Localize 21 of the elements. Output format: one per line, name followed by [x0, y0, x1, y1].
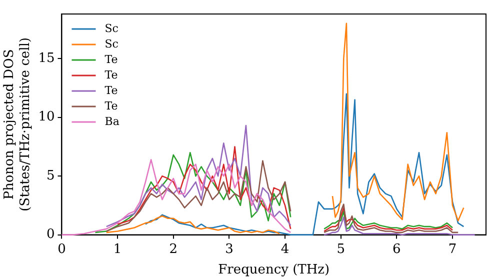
x-tick-label: 0 — [58, 242, 66, 257]
x-tick-label: 4 — [280, 242, 290, 257]
y-tick-label: 0 — [46, 227, 55, 242]
y-tick-label: 10 — [38, 110, 55, 125]
legend-label: Te — [104, 52, 118, 66]
x-tick-label: 3 — [225, 242, 234, 257]
x-axis-title: Frequency (THz) — [218, 262, 330, 278]
x-tick-label: 7 — [448, 242, 457, 257]
legend-label: Te — [104, 84, 118, 97]
legend-label: Te — [104, 99, 118, 112]
legend-label: Sc — [104, 37, 118, 50]
x-tick-label: 1 — [113, 242, 122, 257]
y-tick-label: 5 — [46, 168, 55, 184]
x-tick-label: 5 — [336, 242, 345, 257]
legend-label: Te — [104, 68, 118, 82]
y-tick-label: 15 — [38, 51, 55, 66]
x-tick-label: 6 — [392, 242, 401, 257]
legend-label: Sc — [104, 22, 118, 35]
legend-label: Ba — [104, 114, 120, 128]
y-axis-title: Phonon projected DOS (States/THz·primitive cell) — [2, 37, 33, 212]
x-tick-label: 2 — [169, 242, 178, 257]
